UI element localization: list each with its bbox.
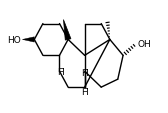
Text: H̅: H̅	[57, 67, 64, 76]
Text: HO: HO	[7, 36, 21, 45]
Polygon shape	[22, 37, 34, 43]
Text: OH: OH	[138, 40, 151, 48]
Polygon shape	[64, 20, 71, 41]
Text: H̅: H̅	[81, 87, 88, 96]
Text: H̅: H̅	[81, 68, 87, 77]
